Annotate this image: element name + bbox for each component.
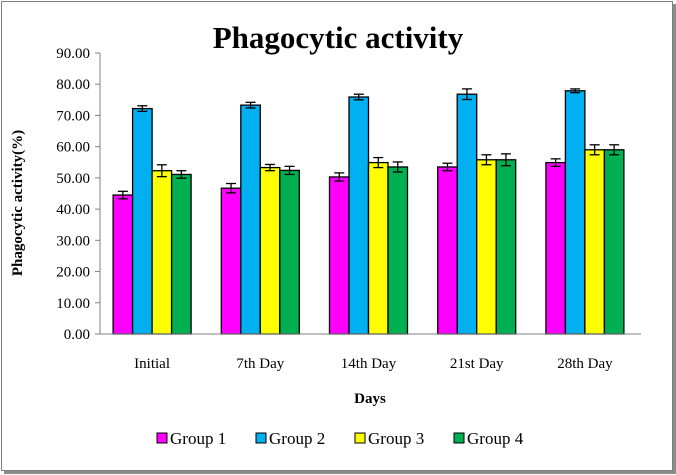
bar-group-2 [131, 107, 153, 335]
x-tick-label: 14th Day [341, 356, 397, 372]
legend-label: Group 2 [269, 429, 325, 448]
legend: Group 1 Group 2 Group 3 Group 4 [156, 429, 524, 448]
legend-swatch-2 [255, 432, 267, 444]
x-tick-label: 21st Day [450, 356, 504, 372]
bar-group-1 [545, 161, 567, 335]
bar-group-2 [564, 90, 586, 335]
bar-group-1 [112, 194, 134, 335]
y-tick-label: 60.00 [56, 140, 90, 156]
chart-title: Phagocytic activity [213, 20, 464, 55]
y-axis-label: Phagocytic activity(%) [10, 130, 26, 276]
bars [112, 88, 625, 335]
y-axis: 0.00 10.00 20.00 30.00 40.00 50.00 60.00 70.00 8… [56, 46, 101, 343]
legend-label: Group 3 [368, 429, 424, 448]
bar-group-4 [603, 149, 625, 335]
bar-group-2 [456, 93, 478, 335]
bar-group-2 [240, 104, 261, 335]
bar-group-3 [367, 161, 389, 335]
bar-group-1 [220, 187, 242, 335]
legend-swatch-3 [354, 432, 366, 444]
legend-swatch-4 [453, 432, 465, 444]
x-axis-label: Days [354, 391, 386, 407]
bar-group-3 [476, 159, 497, 335]
bar-group-4 [495, 159, 517, 335]
x-tick-label: Initial [134, 356, 170, 372]
bar-group-3 [259, 166, 281, 335]
y-tick-label: 90.00 [56, 46, 90, 62]
legend-label: Group 4 [467, 429, 524, 448]
legend-label: Group 1 [170, 429, 226, 448]
bar-group-1 [328, 176, 350, 335]
x-tick-label: 7th Day [236, 356, 284, 372]
y-tick-label: 50.00 [56, 171, 90, 187]
y-tick-label: 20.00 [56, 265, 90, 281]
y-tick-label: 70.00 [56, 108, 90, 124]
x-axis: Initial 7th Day 14th Day 21st Day 28th Day [100, 333, 641, 372]
bar-group-2 [348, 96, 370, 335]
y-tick-label: 40.00 [56, 202, 90, 218]
legend-swatch-1 [156, 432, 168, 444]
bar-group-1 [437, 166, 458, 335]
y-tick-label: 10.00 [56, 296, 90, 312]
bar-group-3 [151, 170, 173, 335]
y-tick-label: 30.00 [56, 233, 90, 249]
bar-group-3 [584, 149, 606, 335]
bar-group-4 [387, 166, 409, 335]
x-tick-label: 28th Day [557, 356, 613, 372]
y-tick-label: 80.00 [56, 77, 90, 93]
bar-group-4 [279, 169, 300, 335]
bar-group-4 [170, 173, 192, 335]
y-tick-label: 0.00 [64, 327, 90, 343]
